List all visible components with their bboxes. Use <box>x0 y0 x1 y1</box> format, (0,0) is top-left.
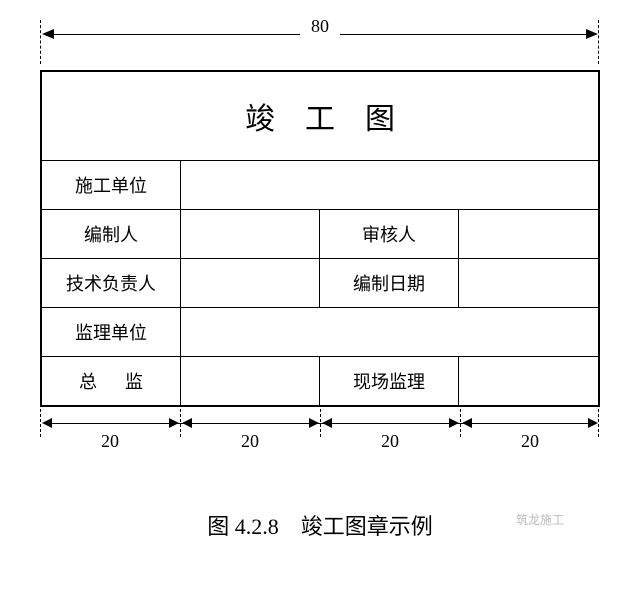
bottom-dimension: 20 20 20 20 <box>40 409 600 449</box>
table-title: 竣工图 <box>42 72 598 161</box>
value-supervision-unit <box>181 308 598 356</box>
stamp-table: 竣工图 施工单位 编制人 审核人 技术负责人 编制日期 监理单位 总监 现场监理 <box>40 70 600 407</box>
row-supervision-unit: 监理单位 <box>42 308 598 357</box>
label-reviewer: 审核人 <box>320 210 459 258</box>
value-reviewer <box>459 210 598 258</box>
watermark: 筑龙施工 <box>500 499 580 539</box>
row-compiler: 编制人 审核人 <box>42 210 598 259</box>
label-chief-supervisor: 总监 <box>42 357 181 405</box>
label-tech-lead: 技术负责人 <box>42 259 181 307</box>
row-chief-supervisor: 总监 现场监理 <box>42 357 598 405</box>
value-compiler <box>181 210 320 258</box>
value-tech-lead <box>181 259 320 307</box>
bottom-seg-3: 20 <box>320 431 460 452</box>
bottom-seg-1: 20 <box>40 431 180 452</box>
bottom-seg-2: 20 <box>180 431 320 452</box>
label-compiler: 编制人 <box>42 210 181 258</box>
label-compile-date: 编制日期 <box>320 259 459 307</box>
row-construction-unit: 施工单位 <box>42 161 598 210</box>
figure-caption: 图 4.2.8 竣工图章示例 筑龙施工 <box>40 509 600 541</box>
label-construction-unit: 施工单位 <box>42 161 181 209</box>
label-site-supervisor: 现场监理 <box>320 357 459 405</box>
top-dimension-value: 80 <box>300 16 340 37</box>
top-dimension: 80 <box>40 20 600 64</box>
bottom-seg-4: 20 <box>460 431 600 452</box>
value-chief-supervisor <box>181 357 320 405</box>
value-compile-date <box>459 259 598 307</box>
row-tech-lead: 技术负责人 编制日期 <box>42 259 598 308</box>
value-site-supervisor <box>459 357 598 405</box>
caption-text: 图 4.2.8 竣工图章示例 <box>207 514 433 539</box>
value-construction-unit <box>181 161 598 209</box>
label-supervision-unit: 监理单位 <box>42 308 181 356</box>
